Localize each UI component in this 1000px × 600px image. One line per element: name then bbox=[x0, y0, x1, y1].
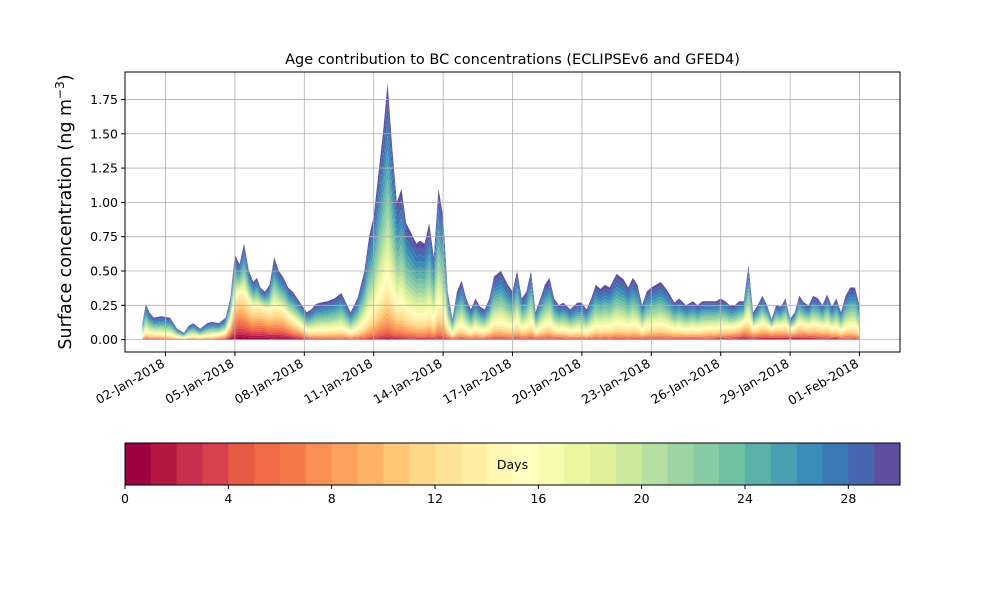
grid-lines bbox=[125, 72, 900, 352]
chart-title: Age contribution to BC concentrations (E… bbox=[285, 52, 740, 68]
colorbar-segment bbox=[745, 443, 772, 485]
y-tick-label: 1.75 bbox=[90, 92, 118, 107]
colorbar-segment bbox=[125, 443, 152, 485]
colorbar-label: Days bbox=[497, 457, 528, 472]
colorbar-segment bbox=[564, 443, 591, 485]
colorbar-segment bbox=[254, 443, 281, 485]
colorbar-segment bbox=[409, 443, 436, 485]
colorbar-segment bbox=[667, 443, 694, 485]
colorbar-segment bbox=[822, 443, 849, 485]
colorbar-tick-label: 8 bbox=[328, 491, 336, 506]
x-tick-label: 01-Feb-2018 bbox=[785, 356, 861, 408]
colorbar-segment bbox=[615, 443, 643, 485]
age-band-9-area bbox=[142, 308, 860, 340]
x-tick-label: 23-Jan-2018 bbox=[579, 356, 653, 407]
colorbar-segment bbox=[176, 443, 203, 485]
colorbar-segment bbox=[874, 443, 901, 485]
age-band-11-area bbox=[142, 300, 860, 339]
y-tick-label: 0.25 bbox=[90, 298, 118, 313]
colorbar-segment bbox=[693, 443, 720, 485]
age-band-8-area bbox=[142, 312, 860, 340]
x-tick-label: 05-Jan-2018 bbox=[162, 356, 236, 407]
y-axis-label-superscript: −3 bbox=[53, 81, 67, 99]
colorbar-tick-label: 0 bbox=[121, 491, 129, 506]
colorbar-segment bbox=[848, 443, 875, 485]
colorbar-tick-label: 20 bbox=[634, 491, 650, 506]
colorbar-segment bbox=[796, 443, 823, 485]
y-axis-label-close: ) bbox=[56, 74, 76, 81]
x-tick-label: 11-Jan-2018 bbox=[301, 356, 375, 407]
colorbar-segment bbox=[228, 443, 255, 485]
x-tick-label: 08-Jan-2018 bbox=[232, 356, 306, 407]
colorbar-segment bbox=[590, 443, 617, 485]
x-tick-label: 17-Jan-2018 bbox=[440, 356, 514, 407]
colorbar-tick-label: 16 bbox=[530, 491, 546, 506]
colorbar-segment bbox=[770, 443, 798, 485]
age-band-1-area bbox=[142, 334, 860, 340]
y-tick-label: 1.50 bbox=[90, 126, 118, 141]
colorbar-segment bbox=[280, 443, 307, 485]
colorbar-segment bbox=[486, 443, 513, 485]
colorbar-tick-label: 12 bbox=[427, 491, 443, 506]
colorbar-segment bbox=[512, 443, 539, 485]
x-tick-label: 20-Jan-2018 bbox=[509, 356, 583, 407]
colorbar-tick-label: 4 bbox=[224, 491, 232, 506]
plot-area bbox=[142, 83, 860, 340]
colorbar-segment bbox=[719, 443, 746, 485]
colorbar-segment bbox=[202, 443, 229, 485]
colorbar-segment bbox=[383, 443, 410, 485]
colorbar-segment bbox=[357, 443, 384, 485]
y-tick-label: 0.00 bbox=[90, 332, 118, 347]
y-axis-label: Surface concentration (ng m−3) bbox=[53, 74, 76, 349]
y-tick-label: 1.00 bbox=[90, 195, 118, 210]
y-tick-label: 0.75 bbox=[90, 229, 118, 244]
colorbar-frame bbox=[124, 442, 901, 486]
colorbar-ticks: 0 4 8 12 16 20 24 28 bbox=[121, 485, 856, 506]
colorbar-segment bbox=[538, 443, 565, 485]
x-tick-label: 14-Jan-2018 bbox=[371, 356, 445, 407]
axes: 0.00 0.25 0.50 0.75 1.00 1.25 1.50 1.75 02-Jan-2… bbox=[90, 92, 861, 408]
x-tick-label: 26-Jan-2018 bbox=[648, 356, 722, 407]
colorbar-segment bbox=[641, 443, 668, 485]
colorbar-segment bbox=[305, 443, 333, 485]
colorbar-segment bbox=[435, 443, 462, 485]
age-band-7-area bbox=[142, 315, 860, 340]
y-tick-label: 1.25 bbox=[90, 161, 118, 176]
age-band-28-area bbox=[142, 100, 860, 334]
y-axis-label-main: Surface concentration (ng m bbox=[56, 99, 76, 350]
age-band-26-area bbox=[142, 134, 860, 335]
colorbar-tick-label: 24 bbox=[737, 491, 753, 506]
x-tick-label: 02-Jan-2018 bbox=[93, 356, 167, 407]
colorbar bbox=[125, 443, 901, 485]
colorbar-tick-label: 28 bbox=[840, 491, 856, 506]
colorbar-segment bbox=[331, 443, 358, 485]
colorbar-segment bbox=[460, 443, 488, 485]
x-tick-label: 29-Jan-2018 bbox=[718, 356, 792, 407]
age-band-27-area bbox=[142, 118, 860, 335]
age-band-10-area bbox=[142, 305, 860, 339]
y-tick-label: 0.50 bbox=[90, 264, 118, 279]
colorbar-segment bbox=[150, 443, 178, 485]
